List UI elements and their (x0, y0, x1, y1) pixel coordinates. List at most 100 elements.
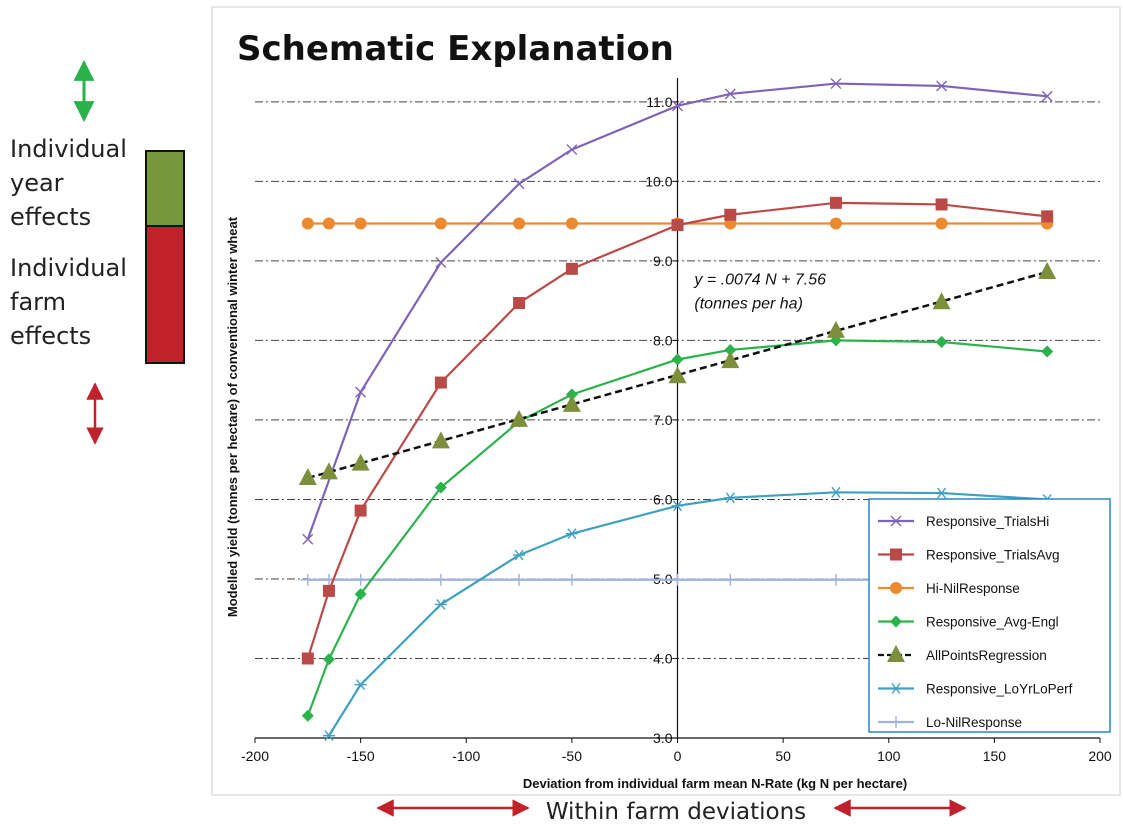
data-point (301, 709, 314, 722)
legend-swatch-marker (887, 645, 905, 662)
data-point (721, 351, 740, 369)
data-point (1041, 210, 1054, 223)
data-point (322, 217, 335, 230)
legend: Responsive_TrialsHi Responsive_TrialsAvg H… (868, 498, 1111, 733)
farm-effects-label-line: effects (10, 322, 92, 350)
axes: 3.04.05.06.07.08.09.010.011.0-200 -150 -10… (241, 78, 1112, 764)
data-point (512, 573, 527, 586)
data-point (826, 320, 845, 338)
data-point (353, 573, 368, 586)
data-point (723, 573, 738, 586)
legend-label: Responsive_Avg-Engl (926, 615, 1059, 630)
regression-units: (tonnes per ha) (694, 296, 803, 313)
y-axis-label: Modelled yield (tonnes per hectare) of c… (225, 216, 240, 617)
data-point (434, 217, 447, 230)
series-responsive-trialshi (302, 78, 1053, 545)
year-effects-label-line: Individual (10, 135, 127, 163)
data-point (513, 297, 526, 310)
data-point (671, 353, 684, 366)
series-responsive-loyrloperf (322, 486, 1054, 742)
data-point (435, 256, 447, 268)
series-line (306, 82, 1048, 540)
regression-equation: y = .0074 N + 7.56 (693, 272, 826, 289)
data-point (562, 394, 581, 412)
farm-effects-bar (145, 225, 185, 364)
legend-swatch-marker (890, 683, 902, 694)
data-point (301, 652, 314, 665)
data-point (565, 528, 578, 540)
data-point (322, 653, 335, 666)
data-point (672, 100, 683, 112)
data-point (671, 219, 684, 232)
data-point (513, 178, 525, 190)
y-tick-label: 4.0 (653, 650, 673, 666)
regression-line (307, 270, 1048, 480)
x-tick-label: 0 (674, 748, 682, 764)
series-allpointsregression (298, 262, 1057, 485)
x-tick-label: -100 (452, 748, 480, 764)
chart-title: Schematic Explanation (237, 29, 674, 69)
data-point (434, 481, 447, 494)
farm-effects-label-line: Individual (10, 254, 127, 282)
data-series (298, 78, 1057, 742)
data-point (434, 376, 447, 389)
data-point (1041, 345, 1054, 358)
series-line (328, 491, 1048, 737)
data-point (935, 198, 948, 211)
data-point (431, 431, 450, 449)
data-point (434, 598, 447, 610)
data-point (302, 533, 314, 545)
data-point (298, 467, 317, 485)
data-point (319, 462, 338, 480)
data-point (1041, 90, 1053, 102)
data-point (513, 217, 526, 230)
legend-box (868, 498, 1111, 733)
data-point (828, 573, 843, 586)
data-point (301, 217, 314, 230)
data-point (322, 584, 335, 597)
data-point (354, 679, 367, 691)
data-point (513, 549, 526, 561)
x-tick-label: 150 (983, 748, 1007, 764)
data-point (935, 217, 948, 230)
data-point (724, 343, 737, 356)
legend-label: Lo-NilResponse (926, 715, 1022, 730)
data-point (670, 573, 685, 586)
year-effects-label: Individual year effects (10, 132, 127, 234)
data-point (668, 366, 687, 384)
data-point (565, 262, 578, 275)
legend-swatch-marker (890, 515, 902, 527)
data-point (724, 88, 736, 100)
legend-item-responsive-trialsavg: Responsive_TrialsAvg (878, 548, 1060, 563)
x-tick-label: -150 (347, 748, 375, 764)
year-effects-bar (145, 150, 185, 227)
data-point (829, 196, 842, 209)
legend-label: Responsive_TrialsAvg (926, 548, 1060, 563)
data-point (565, 388, 578, 401)
legend-label: Hi-NilResponse (926, 581, 1020, 596)
data-point (354, 504, 367, 517)
legend-swatch-marker (890, 582, 902, 594)
data-point (830, 78, 842, 90)
data-point (564, 573, 579, 586)
year-effects-label-line: year (10, 169, 64, 197)
data-point (354, 588, 367, 601)
data-point (671, 500, 684, 512)
data-point (354, 217, 367, 230)
legend-swatch-marker (890, 548, 902, 561)
data-point (935, 336, 948, 348)
legend-item-responsive-loyrloperf: Responsive_LoYrLoPerf (878, 682, 1073, 697)
data-point (510, 409, 529, 427)
data-point (322, 730, 335, 742)
data-point (565, 217, 578, 230)
data-point (300, 573, 315, 586)
data-point (724, 208, 737, 221)
farm-effects-label: Individual farm effects (10, 251, 127, 353)
bottom-caption: Within farm deviations (546, 799, 806, 825)
y-tick-label: 7.0 (653, 412, 673, 428)
data-point (829, 486, 842, 498)
y-tick-label: 8.0 (653, 332, 673, 348)
legend-item-allpointsregression: AllPointsRegression (878, 645, 1047, 663)
x-tick-label: -200 (241, 748, 269, 764)
